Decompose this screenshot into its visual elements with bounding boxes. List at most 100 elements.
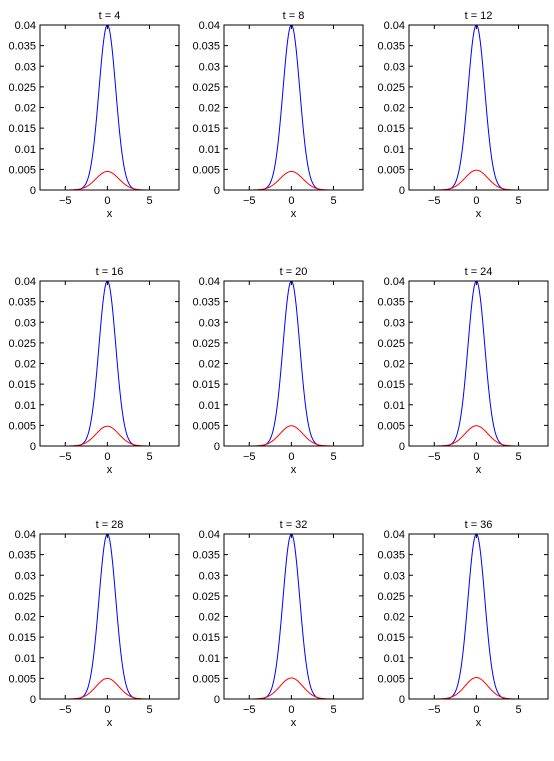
red-curve	[224, 677, 363, 699]
y-tick-label: 0.035	[8, 550, 36, 562]
x-axis-label: x	[291, 464, 297, 476]
y-tick-label: 0.035	[8, 297, 36, 309]
y-tick-label: 0.01	[15, 144, 36, 156]
y-tick-label: 0.025	[8, 82, 36, 94]
y-tick-label: 0	[30, 185, 36, 197]
y-tick-label: 0.02	[384, 103, 405, 115]
axes-box	[39, 24, 180, 191]
y-tick-label: 0.04	[384, 276, 405, 288]
x-tick-label: −5	[243, 195, 256, 207]
axes-box	[223, 24, 364, 191]
panel-title: t = 32	[280, 519, 308, 531]
y-tick-label: 0.03	[384, 317, 405, 329]
y-tick-label: 0.01	[384, 144, 405, 156]
y-tick-label: 0.02	[384, 359, 405, 371]
x-tick-label: 0	[288, 195, 294, 207]
y-tick-label: 0	[399, 441, 405, 453]
x-tick-label: −5	[59, 704, 72, 716]
y-tick-label: 0.015	[377, 632, 405, 644]
y-tick-label: 0	[214, 694, 220, 706]
x-tick-label: 5	[330, 195, 336, 207]
panel-7: 0 0.005 0.01 0.015 0.02 0.025 0.03 0.035 0.04 −5 0…	[8, 519, 180, 729]
y-tick-label: 0.01	[199, 653, 220, 665]
blue-curve	[409, 534, 548, 699]
y-tick-label: 0.015	[192, 123, 220, 135]
y-tick-label: 0.03	[199, 61, 220, 73]
panel-title: t = 24	[465, 266, 493, 278]
y-tick-label: 0.015	[8, 379, 36, 391]
panel-title: t = 4	[99, 10, 121, 22]
y-tick-label: 0.01	[199, 144, 220, 156]
red-curve	[409, 169, 548, 190]
x-tick-label: 0	[473, 195, 479, 207]
y-tick-label: 0.03	[199, 570, 220, 582]
x-tick-label: 0	[104, 451, 110, 463]
x-axis-label: x	[476, 464, 482, 476]
panel-9: 0 0.005 0.01 0.015 0.02 0.025 0.03 0.035 0.04 −5 0…	[377, 519, 549, 729]
y-tick-label: 0.025	[8, 591, 36, 603]
y-tick-label: 0.035	[377, 41, 405, 53]
y-tick-label: 0.015	[192, 632, 220, 644]
y-tick-label: 0.025	[377, 591, 405, 603]
panel-6: 0 0.005 0.01 0.015 0.02 0.025 0.03 0.035 0.04 −5 0…	[377, 266, 549, 476]
x-tick-label: −5	[243, 451, 256, 463]
y-tick-label: 0.03	[15, 570, 36, 582]
y-tick-label: 0.005	[192, 673, 220, 685]
x-tick-label: −5	[243, 704, 256, 716]
x-axis-label: x	[107, 208, 113, 220]
panel-title: t = 16	[96, 266, 124, 278]
y-tick-label: 0.035	[192, 550, 220, 562]
x-tick-label: −5	[59, 451, 72, 463]
y-tick-label: 0.035	[192, 297, 220, 309]
x-tick-label: −5	[428, 195, 441, 207]
x-axis-label: x	[107, 464, 113, 476]
y-tick-label: 0.025	[192, 591, 220, 603]
y-tick-label: 0.04	[199, 20, 220, 32]
panel-8: 0 0.005 0.01 0.015 0.02 0.025 0.03 0.035 0.04 −5 0…	[192, 519, 364, 729]
y-tick-label: 0.02	[15, 103, 36, 115]
y-tick-label: 0.04	[384, 529, 405, 541]
x-tick-label: 0	[104, 704, 110, 716]
y-tick-label: 0.015	[192, 379, 220, 391]
axes-box	[408, 280, 549, 447]
x-tick-label: 0	[473, 451, 479, 463]
y-tick-label: 0	[399, 694, 405, 706]
x-tick-label: 5	[330, 451, 336, 463]
y-tick-label: 0	[30, 694, 36, 706]
y-tick-label: 0.005	[377, 164, 405, 176]
y-tick-label: 0	[214, 441, 220, 453]
x-tick-label: −5	[428, 451, 441, 463]
axes-box	[223, 533, 364, 700]
y-tick-label: 0.03	[384, 570, 405, 582]
y-tick-label: 0.01	[384, 653, 405, 665]
y-tick-label: 0.015	[377, 379, 405, 391]
x-axis-label: x	[291, 208, 297, 220]
blue-curve	[224, 281, 363, 446]
red-curve	[224, 425, 363, 446]
y-tick-label: 0.025	[192, 82, 220, 94]
x-tick-label: 5	[330, 704, 336, 716]
x-axis-label: x	[476, 717, 482, 729]
red-curve	[409, 425, 548, 446]
blue-curve	[40, 281, 179, 446]
y-tick-label: 0.025	[377, 338, 405, 350]
y-tick-label: 0.04	[15, 20, 36, 32]
y-tick-label: 0.025	[8, 338, 36, 350]
x-axis-label: x	[291, 717, 297, 729]
x-tick-label: −5	[59, 195, 72, 207]
axes-box	[408, 24, 549, 191]
x-tick-label: 5	[515, 195, 521, 207]
x-axis-label: x	[476, 208, 482, 220]
y-tick-label: 0.02	[15, 359, 36, 371]
y-tick-label: 0.035	[377, 297, 405, 309]
panel-4: 0 0.005 0.01 0.015 0.02 0.025 0.03 0.035 0.04 −5 0…	[8, 266, 180, 476]
y-tick-label: 0.005	[8, 164, 36, 176]
y-tick-label: 0.015	[377, 123, 405, 135]
y-tick-label: 0.01	[199, 400, 220, 412]
y-tick-label: 0.015	[8, 632, 36, 644]
y-tick-label: 0.035	[192, 41, 220, 53]
y-tick-label: 0.005	[192, 420, 220, 432]
red-curve	[224, 170, 363, 190]
y-tick-label: 0	[214, 185, 220, 197]
blue-curve	[40, 25, 179, 190]
